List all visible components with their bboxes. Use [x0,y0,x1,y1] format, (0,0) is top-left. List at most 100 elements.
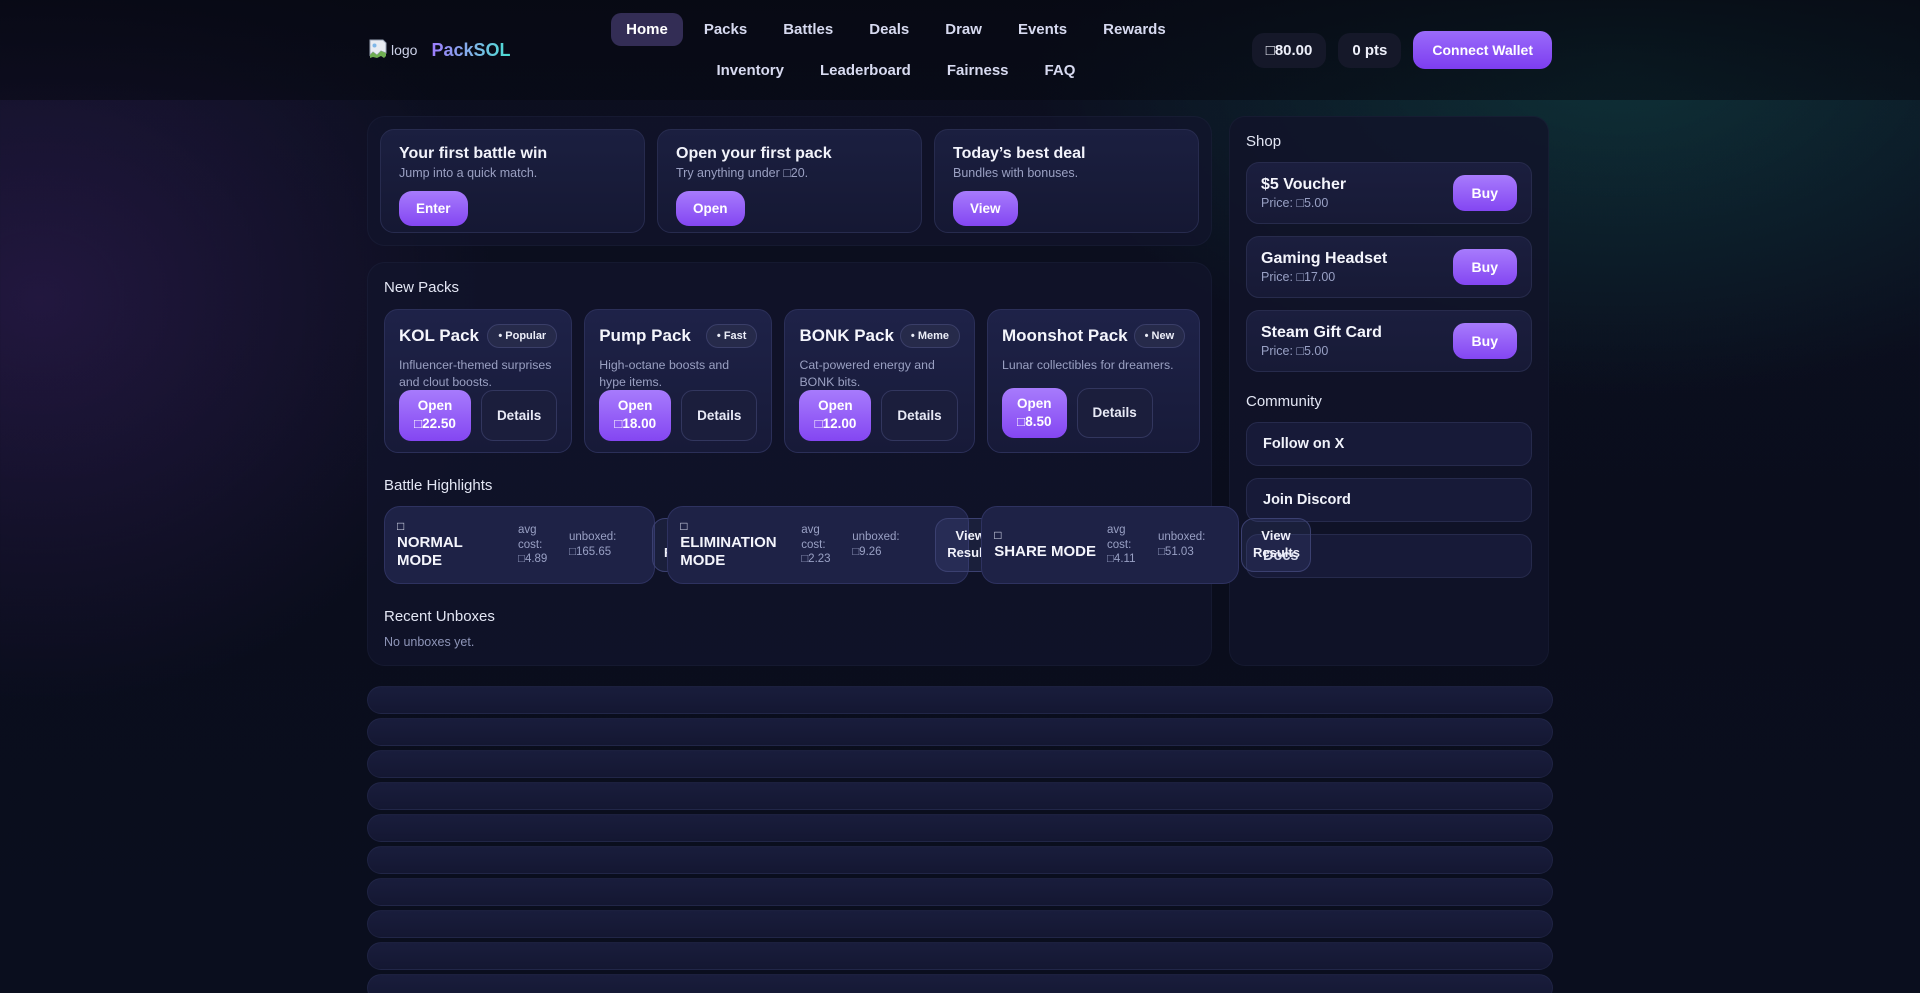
unboxed-stat: unboxed: □165.65 [569,530,641,560]
open-price: □12.00 [814,416,857,432]
avg-cost-label: avg cost: [1106,523,1132,551]
main-nav: Home Packs Battles Deals Draw Events Rew… [576,13,1216,87]
mode-title: NORMAL MODE [397,533,463,569]
open-label: Open [617,398,653,414]
pack-details-button[interactable]: Details [480,390,558,441]
pack-desc: Lunar collectibles for dreamers. [1002,358,1174,372]
skeleton-row [367,782,1553,810]
shop-item-price: Price: □5.00 [1261,344,1329,358]
buy-button[interactable]: Buy [1452,175,1517,211]
skeleton-row [367,910,1553,938]
shop-item-name: Gaming Headset [1261,250,1388,267]
open-pack-button[interactable]: Open □8.50 [1002,387,1067,438]
recent-unboxes-section: Recent Unboxes No unboxes yet. [384,608,1195,649]
promo-title: Your first battle win [399,145,548,162]
unboxed-stat: unboxed: □51.03 [1158,530,1230,560]
main-panel: New Packs KOL Pack • Popular Influencer-… [367,262,1311,666]
community-heading: Community [1246,393,1322,410]
shop-item-headset: Gaming Headset Price: □17.00 Buy [1246,236,1532,298]
nav-item-leaderboard[interactable]: Leaderboard [805,54,926,87]
promo-title: Today’s best deal [953,145,1086,162]
docs-link[interactable]: Docs [1246,534,1532,578]
shop-item-name: Steam Gift Card [1261,324,1382,341]
points-pill: 0 pts [1338,32,1402,68]
skeleton-row [367,814,1553,842]
view-results-button[interactable]: View Results [1240,518,1311,572]
buy-button[interactable]: Buy [1452,323,1517,359]
skeleton-row [367,942,1553,970]
pack-badge: • Popular [487,324,558,348]
open-pack-button[interactable]: Open □12.00 [799,390,872,441]
promo-view-button[interactable]: View [953,191,1018,226]
unboxed-label: unboxed: [569,531,617,544]
pack-badge: • Fast [705,324,758,348]
nav-item-faq[interactable]: FAQ [1030,54,1091,87]
avg-cost-stat: avg cost: □4.11 [1107,523,1147,568]
mode-icon: □ [680,519,688,534]
nav-item-inventory[interactable]: Inventory [701,54,799,87]
battle-card-share: □ SHARE MODE avg cost: □4.11 unboxed: □5… [981,506,1311,584]
promo-card-pack: Open your first pack Try anything under … [657,129,922,233]
pack-details-button[interactable]: Details [881,390,958,441]
packs-grid: KOL Pack • Popular Influencer-themed sur… [384,309,1201,453]
header: logo PackSOL Home Packs Battles Deals Dr… [0,0,1920,100]
promo-desc: Try anything under □20. [676,166,809,180]
nav-item-battles[interactable]: Battles [768,13,848,46]
shop-item-giftcard: Steam Gift Card Price: □5.00 Buy [1246,310,1532,372]
mode-icon: □ [397,519,405,534]
shop-item-name: $5 Voucher [1261,176,1347,193]
battle-highlights-section: Battle Highlights □ NORMAL MODE avg cost… [384,477,1311,584]
promo-enter-button[interactable]: Enter [399,191,468,226]
pack-name: Moonshot Pack [1002,326,1128,345]
nav-item-fairness[interactable]: Fairness [932,54,1024,87]
avg-cost-value: □4.89 [518,553,548,566]
open-pack-button[interactable]: Open □18.00 [599,390,672,441]
pack-badge: • Meme [899,324,961,348]
avg-cost-label: avg cost: [801,523,826,551]
unboxed-label: unboxed: [852,531,900,544]
promo-desc: Jump into a quick match. [399,166,538,180]
promo-open-button[interactable]: Open [676,191,745,226]
promo-grid: Your first battle win Jump into a quick … [380,129,1199,233]
pack-card-pump: Pump Pack • Fast High-octane boosts and … [584,309,773,453]
pack-card-bonk: BONK Pack • Meme Cat-powered energy and … [784,309,976,453]
open-price: □22.50 [414,416,456,432]
pack-desc: Cat-powered energy and BONK bits. [799,358,935,389]
pack-details-button[interactable]: Details [1076,387,1153,438]
brand-name: PackSOL [431,39,511,60]
shop-heading: Shop [1246,133,1282,150]
sidebar: Shop $5 Voucher Price: □5.00 Buy Gaming … [1229,116,1549,666]
promo-card-deal: Today’s best deal Bundles with bonuses. … [934,129,1199,233]
battle-highlights-heading: Battle Highlights [384,477,493,494]
page-container: Your first battle win Jump into a quick … [351,100,1569,993]
skeleton-row [367,878,1553,906]
nav-item-draw[interactable]: Draw [930,13,997,46]
battle-card-elimination: □ ELIMINATION MODE avg cost: □2.23 unbox… [667,506,1006,584]
avg-cost-stat: avg cost: □4.89 [518,523,558,568]
logo-alt-text: logo [391,42,418,58]
pack-name: BONK Pack [799,326,894,345]
nav-item-rewards[interactable]: Rewards [1088,13,1181,46]
battle-grid: □ NORMAL MODE avg cost: □4.89 unboxed: □… [384,506,1311,584]
open-label: Open [1017,395,1052,411]
pack-details-button[interactable]: Details [681,390,758,441]
nav-item-events[interactable]: Events [1003,13,1082,46]
shop-item-voucher: $5 Voucher Price: □5.00 Buy [1246,162,1532,224]
buy-button[interactable]: Buy [1452,249,1517,285]
nav-item-home[interactable]: Home [611,13,683,46]
skeleton-row [367,750,1553,778]
join-discord-link[interactable]: Join Discord [1246,478,1532,522]
unboxed-value: □165.65 [569,546,612,558]
nav-item-packs[interactable]: Packs [689,13,762,46]
unboxed-value: □51.03 [1157,546,1194,558]
promo-card-battle: Your first battle win Jump into a quick … [380,129,645,233]
broken-image-icon: logo [368,39,417,61]
pack-card-kol: KOL Pack • Popular Influencer-themed sur… [384,309,573,453]
broken-image-glyph [369,39,387,58]
open-pack-button[interactable]: Open □22.50 [399,390,471,441]
nav-item-deals[interactable]: Deals [854,13,924,46]
balance-pill: □80.00 [1251,32,1327,68]
connect-wallet-button[interactable]: Connect Wallet [1413,31,1552,69]
main-column: Your first battle win Jump into a quick … [367,116,1311,666]
follow-on-x-link[interactable]: Follow on X [1246,422,1532,466]
